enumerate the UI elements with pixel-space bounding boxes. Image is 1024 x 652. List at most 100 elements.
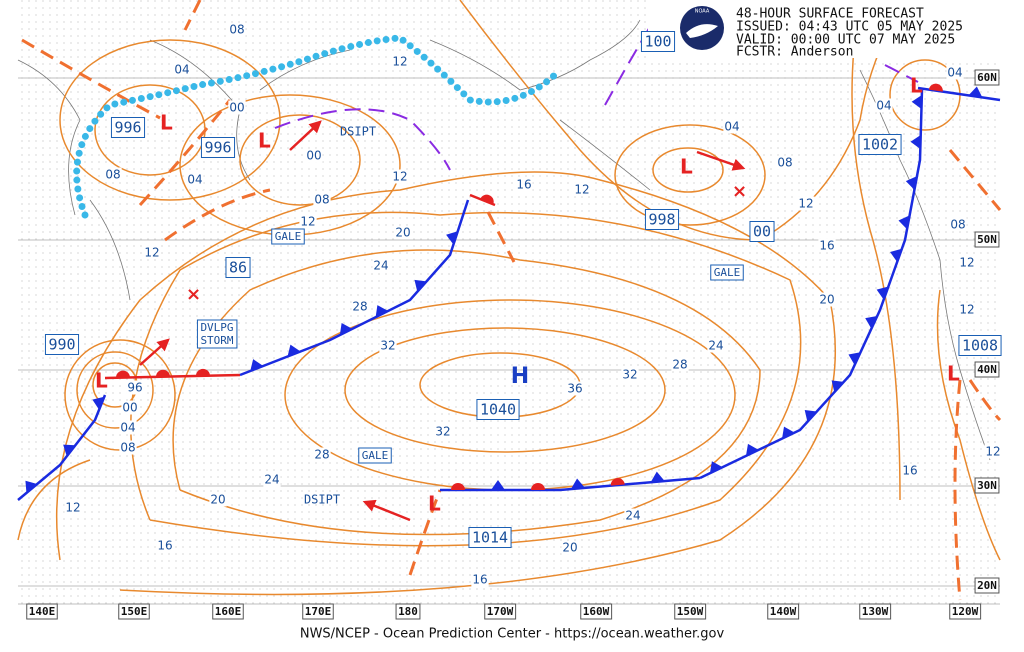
isobar-label-bg	[305, 148, 323, 163]
isobar-label: 04	[174, 63, 189, 77]
isobar-label: 12	[392, 170, 407, 184]
pressure-center: 00	[753, 223, 771, 241]
cold-front-symbol	[287, 344, 301, 357]
motion-arrows	[139, 120, 746, 522]
longitude-box	[302, 603, 334, 620]
longitude-label: 160W	[583, 605, 610, 618]
isobar-label: 12	[392, 55, 407, 69]
isobar-label: 08	[950, 218, 965, 232]
longitude-box	[212, 603, 244, 620]
pressure-center: 990	[48, 336, 75, 354]
isobar-label: 16	[819, 239, 834, 253]
isobar-label-bg	[209, 492, 227, 507]
warm-front-symbol	[928, 83, 943, 92]
svg-text:L: L	[160, 111, 173, 135]
cold-front-symbol	[25, 480, 38, 493]
fronts	[17, 83, 1001, 501]
cold-front-symbol	[92, 396, 105, 410]
boxed-note: GALE	[271, 228, 305, 245]
isobar-label-bg	[984, 444, 1002, 459]
isobar-label: 16	[516, 178, 531, 192]
cold-front-symbol	[339, 323, 353, 336]
isobar-label-bg	[818, 238, 836, 253]
svg-text:L: L	[95, 369, 108, 393]
cold-front-symbol	[910, 135, 921, 150]
cold-front-symbol	[709, 461, 723, 474]
isobar-label-bg	[471, 572, 489, 587]
isobar-label: 32	[622, 368, 637, 382]
dsipt-label: DSIPT	[304, 493, 340, 507]
cold-front-symbol	[890, 248, 902, 262]
noaa-logo-bird	[686, 24, 718, 38]
isobar-label-bg	[946, 65, 964, 80]
latitude-box	[974, 231, 1000, 248]
isobar-label: 32	[380, 339, 395, 353]
isobar-label: 12	[300, 215, 315, 229]
isobar-label: 36	[567, 382, 582, 396]
isobar-label-bg	[379, 338, 397, 353]
isobar-label: 00	[306, 149, 321, 163]
longitude-box	[674, 603, 707, 620]
isobar-label: 08	[105, 168, 120, 182]
isobar-label-bg	[263, 472, 281, 487]
svg-text:×: ×	[732, 181, 747, 202]
isobar-label: 16	[472, 573, 487, 587]
isobar-label: 00	[229, 101, 244, 115]
note-line: GALE	[362, 449, 389, 462]
note-box	[710, 264, 744, 281]
pressure-center: 100	[644, 33, 671, 51]
header-line: VALID: 00:00 UTC 07 MAY 2025	[736, 33, 955, 48]
isobar-label: 12	[65, 501, 80, 515]
isobar-label-bg	[515, 177, 533, 192]
latitude-label: 20N	[977, 579, 997, 592]
svg-text:L: L	[680, 155, 693, 179]
isobar-label: 08	[120, 441, 135, 455]
longitude-label: 140E	[29, 605, 56, 618]
isobar-label: 08	[229, 23, 244, 37]
latitude-box	[974, 361, 1000, 378]
isobar-label-bg	[119, 440, 137, 455]
cold-front-symbol	[63, 444, 76, 457]
note-line: GALE	[275, 230, 302, 243]
isobar-label-bg	[299, 214, 317, 229]
longitude-label: 170E	[305, 605, 332, 618]
isobar-label: 20	[210, 493, 225, 507]
longitude-label: 130W	[862, 605, 889, 618]
pressure-box	[858, 134, 902, 155]
isobar-label: 24	[373, 259, 388, 273]
front-line	[104, 373, 241, 380]
header-line: FCSTR: Anderson	[736, 45, 853, 60]
warm-front-symbol	[451, 483, 465, 490]
isobar-label: 16	[902, 464, 917, 478]
isobar-label-bg	[64, 500, 82, 515]
pressure-box	[640, 31, 676, 52]
pressure-center: 996	[204, 139, 231, 157]
pressure-box	[44, 334, 80, 355]
ice-edge	[73, 34, 564, 219]
longitude-label: 170W	[487, 605, 514, 618]
front-line	[239, 199, 470, 377]
isobar-label: 12	[959, 303, 974, 317]
note-line: DVLPG	[200, 321, 233, 334]
latitude-box	[974, 577, 1000, 594]
longitude-box	[395, 603, 421, 620]
note-box	[196, 319, 238, 349]
front-line	[440, 476, 701, 492]
pressure-box	[958, 335, 1002, 356]
isobar-label-bg	[186, 172, 204, 187]
warm-front-symbol	[531, 483, 545, 490]
svg-text:L: L	[910, 74, 923, 98]
svg-text:×: ×	[186, 284, 201, 305]
cold-front-symbol	[905, 176, 917, 190]
header-line: 48-HOUR SURFACE FORECAST	[736, 7, 924, 22]
note-line: STORM	[200, 334, 233, 347]
isobar-label-bg	[901, 463, 919, 478]
isobar-label-bg	[818, 292, 836, 307]
pressure-box	[749, 221, 775, 242]
isobar-label: 20	[395, 226, 410, 240]
isobar-label-bg	[624, 508, 642, 523]
svg-text:L: L	[947, 362, 960, 386]
pressure-center: 998	[648, 211, 675, 229]
cold-front-symbol	[745, 443, 759, 456]
